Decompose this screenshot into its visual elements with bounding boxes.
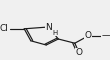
Text: Cl: Cl [0, 24, 9, 33]
Text: O: O [84, 32, 92, 40]
Text: H: H [52, 30, 58, 36]
Text: O: O [76, 48, 83, 57]
Text: N: N [45, 22, 52, 32]
Text: —: — [101, 32, 110, 40]
